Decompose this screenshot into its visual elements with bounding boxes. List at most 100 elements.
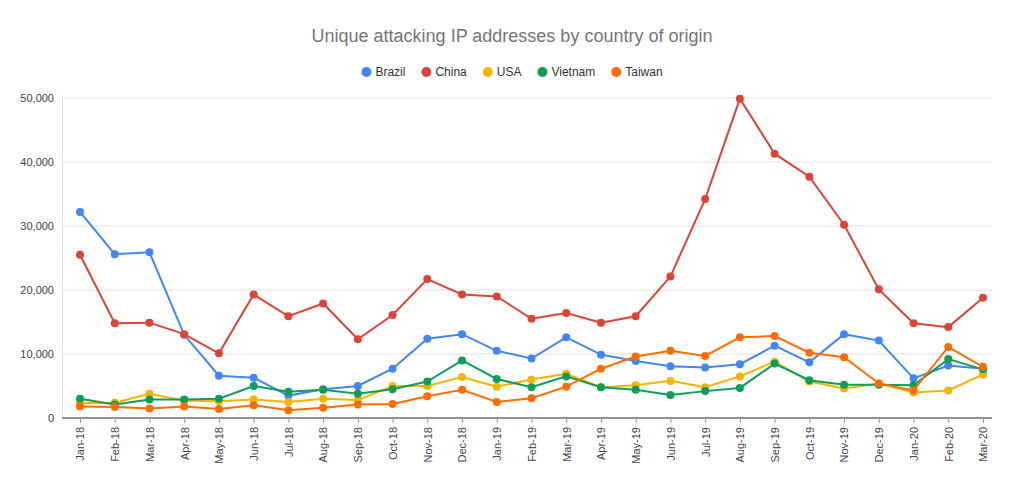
point xyxy=(389,311,397,319)
x-tick-label: Dec-19 xyxy=(873,427,885,462)
point xyxy=(771,342,779,350)
legend-label: Taiwan xyxy=(625,65,662,79)
point xyxy=(354,390,362,398)
x-tick-label: Oct-19 xyxy=(804,427,816,460)
point xyxy=(250,374,258,382)
legend-label: Brazil xyxy=(375,65,405,79)
x-tick: Jul-18 xyxy=(283,418,295,457)
point xyxy=(666,362,674,370)
point xyxy=(701,195,709,203)
point xyxy=(736,333,744,341)
x-tick-mark xyxy=(844,418,845,423)
x-tick-label: Sep-19 xyxy=(769,427,781,462)
point xyxy=(910,386,918,394)
x-tick: Jan-20 xyxy=(908,418,920,461)
x-tick: Dec-18 xyxy=(456,418,468,462)
x-tick-label: Dec-18 xyxy=(456,427,468,462)
point xyxy=(423,378,431,386)
point xyxy=(319,395,327,403)
point xyxy=(562,383,570,391)
x-tick-mark xyxy=(948,418,949,423)
point xyxy=(458,373,466,381)
point xyxy=(250,382,258,390)
point xyxy=(354,335,362,343)
point xyxy=(76,208,84,216)
y-tick-label: 10,000 xyxy=(20,348,54,360)
point xyxy=(840,353,848,361)
point xyxy=(215,372,223,380)
x-tick-mark xyxy=(358,418,359,423)
x-tick-mark xyxy=(532,418,533,423)
x-tick-mark xyxy=(705,418,706,423)
x-tick-label: May-18 xyxy=(213,427,225,464)
y-axis: 010,00020,00030,00040,00050,000 xyxy=(20,92,62,424)
point xyxy=(840,381,848,389)
legend-swatch xyxy=(483,67,493,77)
point xyxy=(145,248,153,256)
x-tick-mark xyxy=(219,418,220,423)
point xyxy=(875,379,883,387)
point xyxy=(423,335,431,343)
grid-line xyxy=(62,98,992,99)
x-tick-mark xyxy=(670,418,671,423)
point xyxy=(180,330,188,338)
point xyxy=(840,330,848,338)
point xyxy=(111,250,119,258)
legend-item: China xyxy=(421,65,467,79)
point xyxy=(979,294,987,302)
series-line xyxy=(80,336,983,410)
point xyxy=(736,372,744,380)
y-tick: 50,000 xyxy=(20,92,62,104)
point xyxy=(76,251,84,259)
series xyxy=(76,358,987,408)
point xyxy=(423,392,431,400)
x-tick-label: Mar-20 xyxy=(977,427,989,462)
legend-swatch xyxy=(537,67,547,77)
point xyxy=(493,347,501,355)
point xyxy=(875,337,883,345)
x-tick-label: Feb-20 xyxy=(943,427,955,462)
x-tick-mark xyxy=(775,418,776,423)
x-tick-label: Feb-18 xyxy=(109,427,121,462)
x-tick-label: May-19 xyxy=(630,427,642,464)
x-tick: Jan-19 xyxy=(491,418,503,461)
x-tick-mark xyxy=(323,418,324,423)
y-tick: 10,000 xyxy=(20,348,62,360)
point xyxy=(944,323,952,331)
point xyxy=(319,404,327,412)
x-tick-label: Feb-19 xyxy=(526,427,538,462)
legend-swatch xyxy=(611,67,621,77)
x-tick-label: Apr-19 xyxy=(595,427,607,460)
legend-item: Vietnam xyxy=(537,65,595,79)
x-tick-mark xyxy=(288,418,289,423)
x-tick-mark xyxy=(149,418,150,423)
point xyxy=(736,95,744,103)
point xyxy=(319,385,327,393)
point xyxy=(910,374,918,382)
point xyxy=(250,290,258,298)
point xyxy=(528,354,536,362)
point xyxy=(145,395,153,403)
point xyxy=(910,319,918,327)
x-tick: Mar-18 xyxy=(144,418,156,462)
point xyxy=(666,391,674,399)
x-tick: Aug-19 xyxy=(734,418,746,462)
y-tick-label: 0 xyxy=(48,412,54,424)
point xyxy=(458,386,466,394)
x-tick-mark xyxy=(566,418,567,423)
point xyxy=(458,330,466,338)
legend-item: USA xyxy=(483,65,522,79)
grid-line xyxy=(62,226,992,227)
point xyxy=(180,402,188,410)
x-tick-label: Jul-18 xyxy=(283,427,295,457)
point xyxy=(145,319,153,327)
legend-item: Brazil xyxy=(361,65,405,79)
legend-swatch xyxy=(361,67,371,77)
x-tick-mark xyxy=(601,418,602,423)
point xyxy=(771,360,779,368)
x-tick-mark xyxy=(184,418,185,423)
x-tick-label: Apr-18 xyxy=(179,427,191,460)
x-tick: Apr-18 xyxy=(179,418,191,460)
x-tick: Oct-19 xyxy=(804,418,816,460)
chart: Unique attacking IP addresses by country… xyxy=(0,0,1024,484)
